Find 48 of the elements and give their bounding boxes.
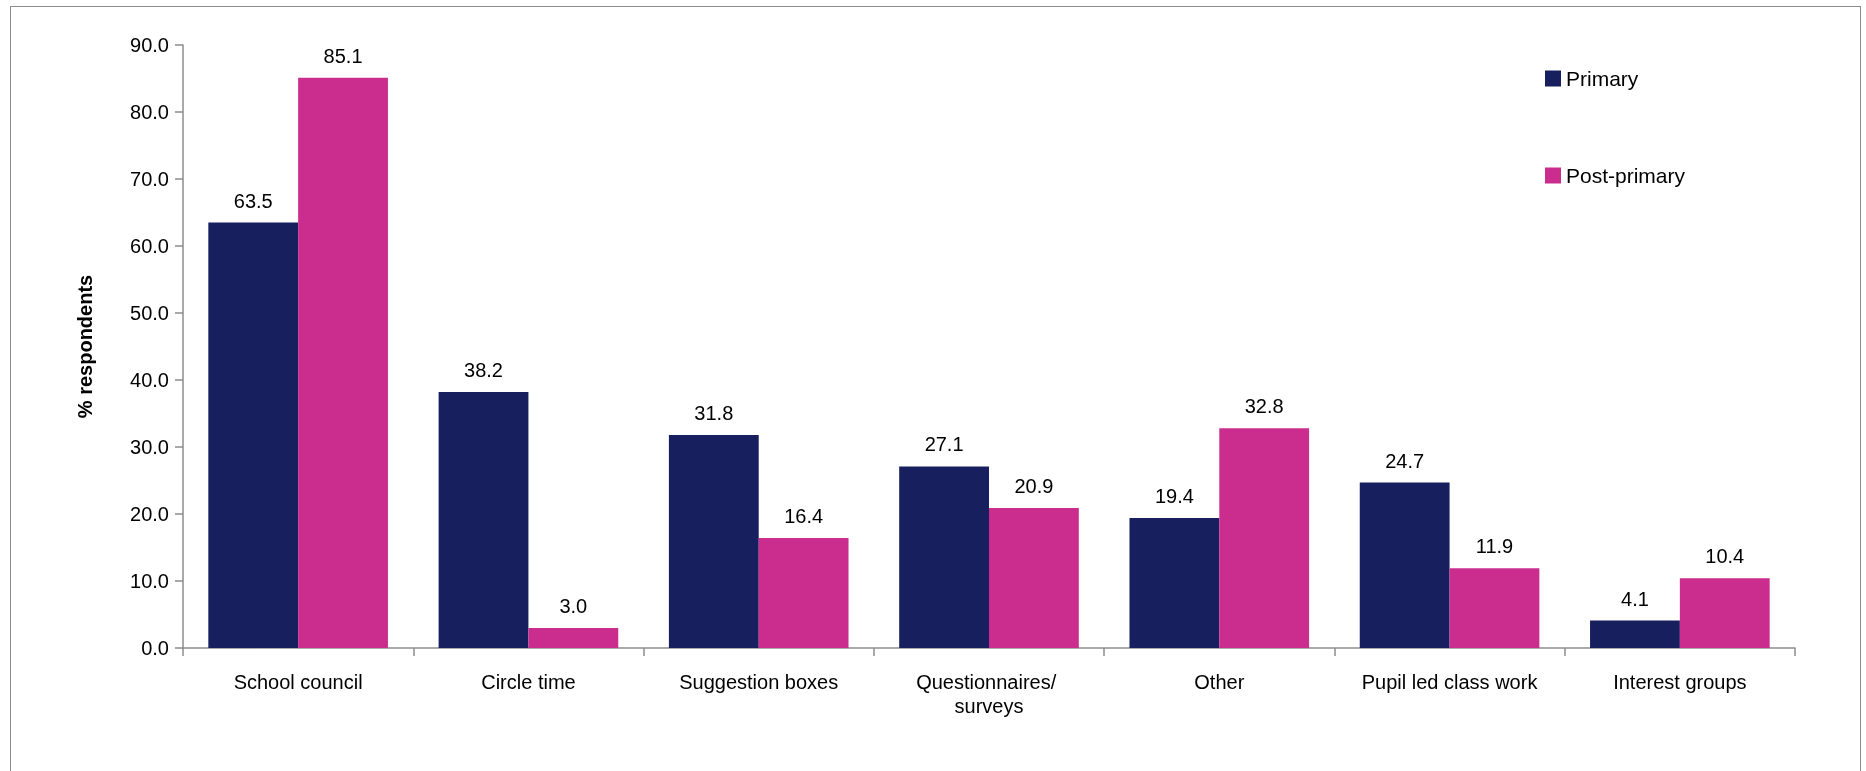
y-tick-label: 0.0 xyxy=(141,637,169,659)
bar xyxy=(208,222,299,648)
y-tick-label: 40.0 xyxy=(130,369,169,391)
bar xyxy=(528,627,619,648)
legend-label: Post-primary xyxy=(1565,164,1686,187)
bar xyxy=(1590,620,1680,648)
legend-label: Primary xyxy=(1565,67,1639,90)
bar xyxy=(989,507,1079,648)
data-label: 85.1 xyxy=(323,44,363,67)
data-label: 20.9 xyxy=(1014,474,1054,497)
bar xyxy=(899,466,989,648)
x-tick-label: Interest groups xyxy=(1613,671,1747,693)
bar xyxy=(1679,578,1770,648)
data-label: 19.4 xyxy=(1154,485,1194,508)
y-tick-label: 70.0 xyxy=(130,168,169,190)
data-label: 24.7 xyxy=(1385,449,1425,472)
data-label: 31.8 xyxy=(694,401,734,424)
y-tick-label: 80.0 xyxy=(130,101,169,123)
data-label: 10.4 xyxy=(1705,545,1745,568)
data-label: 38.2 xyxy=(464,359,503,382)
data-label: 27.1 xyxy=(924,433,964,456)
bar xyxy=(1359,482,1450,648)
bar xyxy=(758,538,849,648)
y-axis-title: % respondents xyxy=(74,274,96,419)
data-label: 4.1 xyxy=(1621,587,1649,610)
data-label: 16.4 xyxy=(784,505,824,528)
data-label: 3.0 xyxy=(559,594,588,617)
y-tick-label: 90.0 xyxy=(130,34,169,56)
data-label: 32.8 xyxy=(1244,395,1284,418)
x-tick-label: Questionnaires/ surveys xyxy=(916,671,1062,717)
bar xyxy=(1219,428,1310,648)
bar xyxy=(438,392,529,648)
y-tick-label: 20.0 xyxy=(130,503,169,525)
x-tick-label: Circle time xyxy=(481,671,576,693)
data-label: 11.9 xyxy=(1475,535,1514,558)
x-tick-label: Other xyxy=(1194,671,1245,693)
bar xyxy=(1129,518,1220,648)
x-tick-label: Suggestion boxes xyxy=(679,671,839,693)
x-tick-label: School council xyxy=(233,671,363,693)
bar xyxy=(1449,568,1540,648)
y-tick-label: 30.0 xyxy=(130,436,169,458)
bar xyxy=(298,77,388,648)
x-tick-label: Pupil led class work xyxy=(1361,671,1539,693)
data-label: 63.5 xyxy=(233,189,273,212)
bar xyxy=(668,434,759,648)
y-tick-label: 60.0 xyxy=(130,235,169,257)
y-tick-label: 10.0 xyxy=(130,570,169,592)
y-tick-label: 50.0 xyxy=(130,302,169,324)
